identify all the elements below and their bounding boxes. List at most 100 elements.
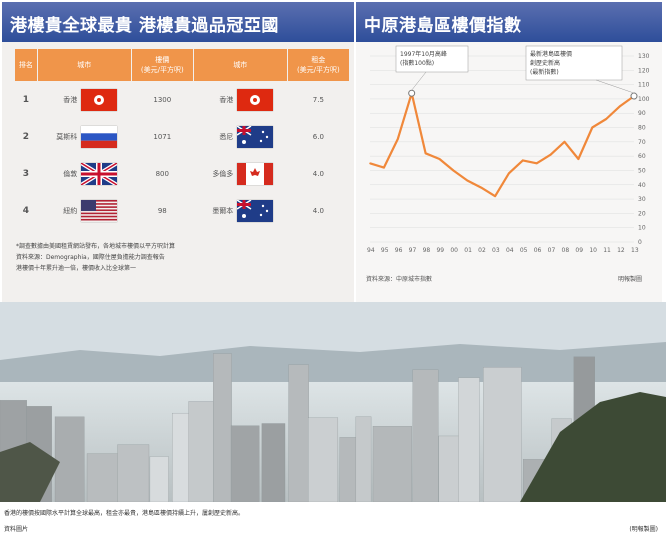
y-tick-label: 80 [638,125,646,132]
y-tick-label: 0 [638,239,642,246]
rank-cell: 3 [22,169,30,179]
city-name: 香港 [63,96,78,104]
city-cell: 莫斯科 [38,119,131,155]
price-cell: 1300 [153,96,172,104]
data-point [619,105,621,107]
rank-cell: 4 [22,206,30,216]
left-panel-title: 港樓貴全球最貴 港樓貴過品冠亞國 [10,16,279,36]
data-point [563,141,566,143]
city-cell-2: 多倫多 [194,156,287,192]
data-point [522,159,524,162]
note-line: 港樓價十年累升逾一倍，樓價收入比全球第一 [16,265,137,272]
y-tick-label: 110 [638,82,650,89]
x-tick-label: 05 [520,247,528,254]
y-tick-label: 50 [638,167,646,174]
price-cell: 1071 [153,133,172,141]
chart-source: 資料來源：中原城市指數 [366,276,433,283]
x-tick-label: 96 [395,247,403,254]
city-name: 紐約 [63,207,78,215]
city-cell-2: 悉尼 [194,119,287,155]
city-cell-2: 香港 [194,82,287,118]
rent-cell: 6.0 [312,133,324,141]
x-tick-label: 07 [548,247,556,254]
y-tick-label: 130 [638,53,650,60]
x-tick-label: 98 [423,247,431,254]
x-tick-label: 11 [603,247,611,254]
data-point [591,126,594,129]
data-point [508,172,510,175]
annotation-text-right: 創歷史新高 [530,59,560,67]
skyline-image [0,302,666,502]
price-cell: 800 [155,170,169,178]
city-cell: 香港 [38,82,131,118]
table-row: 2 莫斯科 1071 悉尼 6.0 [15,119,349,155]
city-name: 悉尼 [219,133,234,141]
y-tick-label: 100 [638,96,650,103]
x-tick-label: 13 [631,247,639,254]
rent-cell: 4.0 [312,207,324,215]
y-tick-label: 70 [638,139,646,146]
x-tick-label: 95 [381,247,389,254]
usa-flag-icon [81,200,118,222]
ranking-table: 排名 城市 樓價 (美元/平方呎) 城市 租金 (美元/平方呎) 1 香港 1300 香港… [14,48,350,230]
y-tick-label: 90 [638,110,646,117]
x-tick-label: 04 [506,247,514,254]
chart-credit: 明報製圖 [617,276,642,283]
x-tick-label: 97 [409,247,417,254]
data-point [549,153,552,156]
hong-kong-flag-icon [237,89,274,111]
x-tick-label: 09 [575,247,583,254]
caption-line-2: 資料圖片 [4,526,29,533]
russia-flag-icon [81,126,118,148]
annotation-text-right: (最新指數) [530,68,559,76]
city-cell-2: 墨爾本 [194,193,287,229]
annotation-text-left: (指數100點) [400,59,434,67]
table-row: 3 倫敦 800 多倫多 4.0 [15,156,349,192]
caption-credit: (明報製圖) [629,526,658,533]
city-cell: 紐約 [38,193,131,229]
y-tick-label: 60 [638,153,646,160]
data-point [577,158,580,160]
hong-kong-flag-icon [81,89,118,111]
data-point [480,186,482,189]
hong-kong-skyline-photo [0,302,666,502]
left-panel-header: 港樓貴全球最貴 港樓貴過品冠亞國 [2,2,354,42]
latest-marker [630,92,638,100]
australia-flag-icon [237,126,274,148]
rank-cell: 1 [22,95,30,105]
x-tick-label: 03 [492,247,500,254]
rank-cell: 2 [22,132,30,142]
x-tick-label: 94 [367,247,375,254]
data-point [438,158,441,160]
price-cell: 98 [157,207,167,215]
x-tick-label: 12 [617,247,625,254]
x-tick-label: 01 [464,247,472,254]
x-tick-label: 06 [534,247,542,254]
annotation-leader [411,71,427,91]
note-line: *調查數據由美國租賃網站發布，各地城市樓價以平方呎計算 [16,243,176,250]
data-point [424,152,427,155]
table-notes: *調查數據由美國租賃網站發布，各地城市樓價以平方呎計算 資料來源：Demogra… [16,241,350,274]
price-index-panel: 中原港島區樓價指數 0 10 20 30 40 50 60 70 80 90 100 110 120 13… [356,2,662,302]
x-tick-label: 99 [436,247,444,254]
annotation-box-left [395,45,469,73]
annotation-box-right [525,45,623,81]
y-tick-label: 10 [638,225,646,232]
annotation-text-right: 最新港島區樓價 [530,50,572,58]
x-tick-label: 02 [478,247,486,254]
y-tick-label: 120 [638,67,650,74]
city-name: 香港 [219,96,234,104]
x-tick-label: 00 [450,247,458,254]
data-point [466,179,469,182]
right-panel-header: 中原港島區樓價指數 [356,2,662,42]
peak-marker [408,89,416,97]
annotation-text-left: 1997年10月高峰 [400,50,447,58]
note-line: 資料來源：Demographia，國際住屋負擔能力調查報告 [16,254,165,261]
y-tick-label: 40 [638,182,646,189]
price-ranking-panel: 港樓貴全球最貴 港樓貴過品冠亞國 排名 城市 樓價 (美元/平方呎) 城市 租金(… [2,2,354,302]
rent-cell: 4.0 [312,170,324,178]
data-point [494,195,496,198]
col-header-city-2: 城市 [193,49,287,81]
uk-flag-icon [81,163,118,185]
